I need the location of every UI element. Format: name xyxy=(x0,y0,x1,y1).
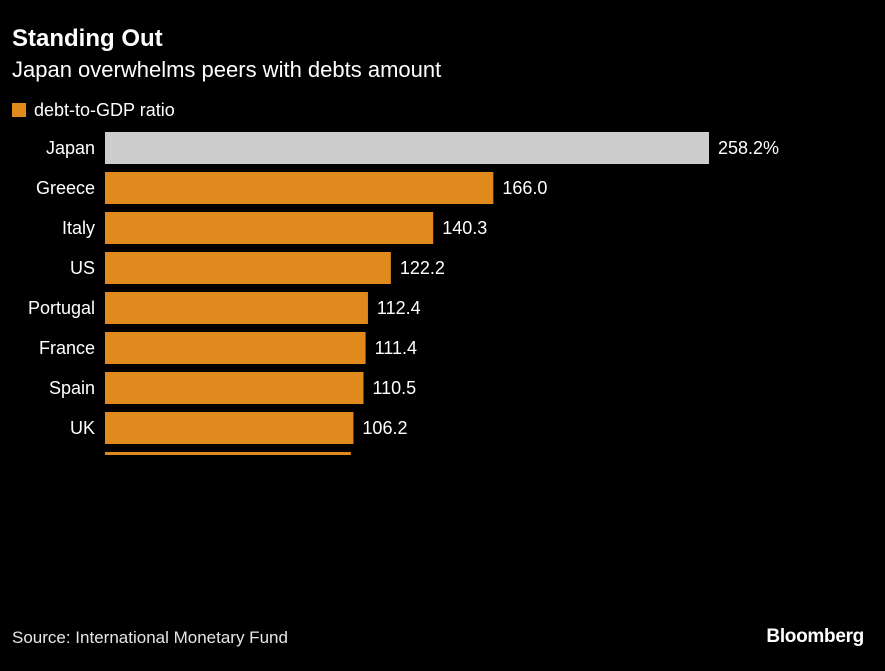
bar-chart: Japan 258.2% Greece 166.0 Italy 140.3 US 122.2 P… xyxy=(28,132,779,455)
category-label-spain: Spain xyxy=(49,378,95,398)
value-label-us: 122.2 xyxy=(400,258,445,278)
bar-japan xyxy=(105,132,709,164)
chart-subtitle: Japan overwhelms peers with debts amount xyxy=(12,57,442,82)
bar-france xyxy=(105,332,366,364)
value-label-france: 111.4 xyxy=(375,338,417,358)
category-label-greece: Greece xyxy=(36,178,95,198)
source-note: Source: International Monetary Fund xyxy=(12,628,288,647)
bar-uk xyxy=(105,412,354,444)
chart-title: Standing Out xyxy=(12,25,163,52)
legend-label: debt-to-GDP ratio xyxy=(34,99,175,120)
value-label-italy: 140.3 xyxy=(442,218,487,238)
legend-swatch xyxy=(12,103,26,117)
category-label-uk: UK xyxy=(70,418,95,438)
bar-portugal xyxy=(105,292,368,324)
legend: debt-to-GDP ratio xyxy=(12,97,175,123)
bar-spain xyxy=(105,372,364,404)
bar-greece xyxy=(105,172,494,204)
value-label-japan: 258.2% xyxy=(718,138,779,158)
value-label-uk: 106.2 xyxy=(362,418,407,438)
category-label-japan: Japan xyxy=(46,138,95,158)
value-label-spain: 110.5 xyxy=(372,378,416,398)
value-label-greece: 166.0 xyxy=(502,178,547,198)
bar-us xyxy=(105,252,391,284)
bar-italy xyxy=(105,212,434,244)
category-label-us: US xyxy=(70,258,95,278)
bar-canada xyxy=(105,452,351,455)
value-label-portugal: 112.4 xyxy=(377,298,421,318)
category-label-italy: Italy xyxy=(62,218,95,238)
category-label-portugal: Portugal xyxy=(28,298,95,318)
bloomberg-logo: Bloomberg xyxy=(766,626,864,647)
category-label-france: France xyxy=(39,338,95,358)
